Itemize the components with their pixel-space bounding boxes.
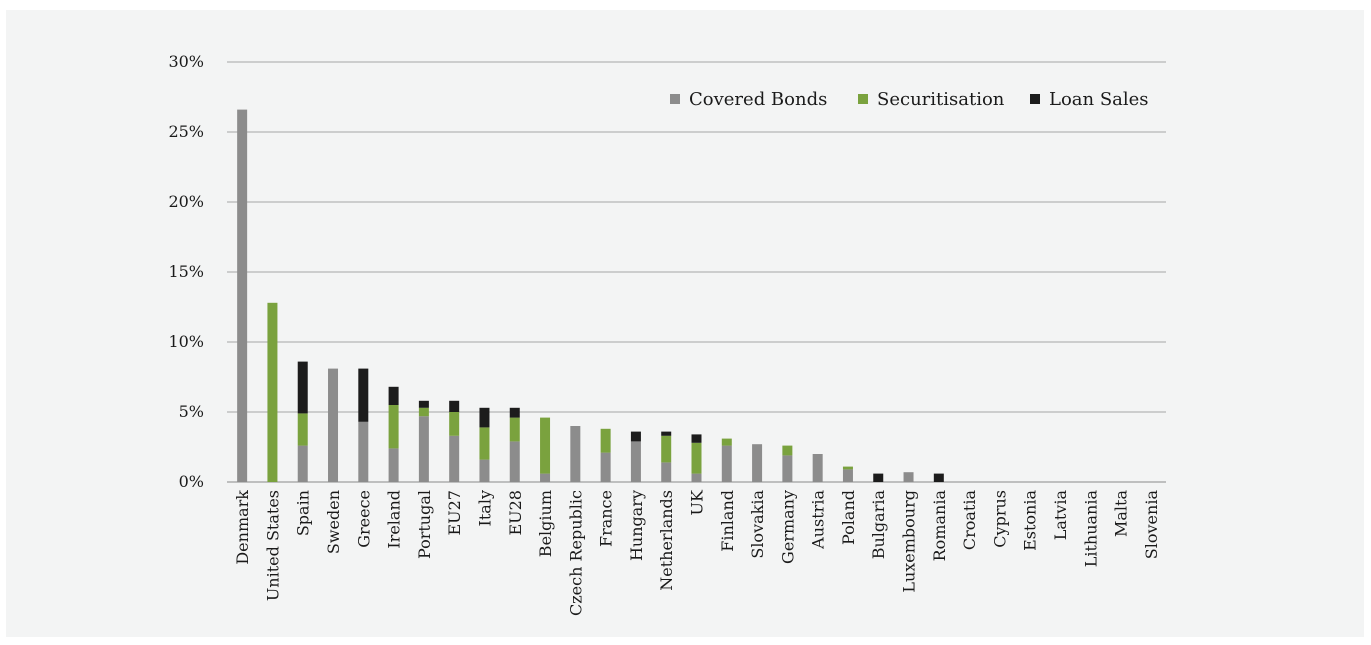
x-tick-label: EU28 <box>506 490 525 536</box>
x-tick-label: Malta <box>1112 490 1131 537</box>
bar-covered-bonds <box>418 416 429 482</box>
y-tick-label: 5% <box>179 402 204 421</box>
bar-securitisation <box>267 302 278 482</box>
bar-covered-bonds <box>630 441 641 482</box>
bar-covered-bonds <box>358 421 369 482</box>
x-tick-label: Czech Republic <box>566 490 585 616</box>
x-tick-label: Poland <box>839 490 858 545</box>
x-tick-label: Ireland <box>385 490 404 549</box>
x-tick-label: Luxembourg <box>900 490 919 593</box>
bar-covered-bonds <box>903 472 914 482</box>
x-tick-label: Italy <box>475 490 494 526</box>
x-tick-label: United States <box>263 490 282 601</box>
bar-covered-bonds <box>540 473 551 482</box>
x-tick-label: France <box>597 490 616 547</box>
bar-loan-sales <box>358 368 369 422</box>
x-tick-label: Germany <box>778 490 797 564</box>
bar-covered-bonds <box>479 459 490 482</box>
x-tick-label: Austria <box>809 490 828 550</box>
bar-covered-bonds <box>237 109 248 482</box>
bar-securitisation <box>782 445 793 456</box>
x-tick-label: Spain <box>294 490 313 536</box>
bar-securitisation <box>540 417 551 474</box>
y-tick-label: 30% <box>168 52 204 71</box>
bar-covered-bonds <box>721 445 732 482</box>
bar-covered-bonds <box>842 469 853 482</box>
x-tick-label: Estonia <box>1021 490 1040 551</box>
bar-securitisation <box>297 413 308 446</box>
x-tick-label: Latvia <box>1051 490 1070 541</box>
x-tick-label: Bulgaria <box>869 490 888 560</box>
x-tick-label: EU27 <box>445 490 464 536</box>
bar-loan-sales <box>661 431 672 436</box>
x-tick-label: Denmark <box>233 490 252 565</box>
y-tick-label: 10% <box>168 332 204 351</box>
x-tick-label: Romania <box>930 490 949 562</box>
x-tick-label: Sweden <box>324 490 343 554</box>
bar-covered-bonds <box>752 444 763 482</box>
bar-securitisation <box>418 407 429 417</box>
bar-securitisation <box>600 428 611 453</box>
x-tick-label: Slovenia <box>1142 490 1161 560</box>
bar-securitisation <box>842 466 853 470</box>
bar-loan-sales <box>388 386 399 405</box>
x-tick-label: Slovakia <box>748 490 767 559</box>
x-tick-label: Cyprus <box>990 490 1009 548</box>
x-tick-label: Finland <box>718 490 737 552</box>
bar-securitisation <box>479 427 490 460</box>
y-tick-label: 15% <box>168 262 204 281</box>
y-tick-label: 20% <box>168 192 204 211</box>
bar-covered-bonds <box>661 462 672 482</box>
bar-loan-sales <box>630 431 641 442</box>
bar-covered-bonds <box>691 473 702 482</box>
y-tick-label: 25% <box>168 122 204 141</box>
legend-swatch <box>858 94 868 104</box>
chart-panel: 0% 5% 10% 15% 20% 25% 30% Denmark United States S… <box>6 10 1364 637</box>
legend-label: Loan Sales <box>1049 89 1149 110</box>
bar-securitisation <box>509 417 520 442</box>
bar-loan-sales <box>691 434 702 443</box>
bar-securitisation <box>449 412 460 436</box>
legend-label: Covered Bonds <box>689 89 827 110</box>
bar-loan-sales <box>297 361 308 414</box>
legend-swatch <box>670 94 680 104</box>
x-tick-label: UK <box>688 489 707 515</box>
x-tick-label: Greece <box>354 490 373 548</box>
legend-swatch <box>1030 94 1040 104</box>
x-tick-label: Belgium <box>536 490 555 557</box>
bar-covered-bonds <box>449 435 460 482</box>
bar-covered-bonds <box>812 454 823 482</box>
bar-loan-sales <box>933 473 944 482</box>
bar-securitisation <box>691 442 702 474</box>
stacked-bar-chart: 0% 5% 10% 15% 20% 25% 30% Denmark United States S… <box>168 52 1166 616</box>
bar-loan-sales <box>509 407 520 418</box>
bar-covered-bonds <box>328 368 339 482</box>
bar-securitisation <box>388 405 399 449</box>
bar-covered-bonds <box>600 452 611 482</box>
y-tick-label: 0% <box>179 472 204 491</box>
bar-securitisation <box>661 435 672 463</box>
legend-label: Securitisation <box>877 89 1005 110</box>
bar-loan-sales <box>479 407 490 428</box>
bar-covered-bonds <box>782 455 793 482</box>
bar-covered-bonds <box>297 445 308 482</box>
x-tick-label: Portugal <box>415 490 434 559</box>
x-tick-label: Hungary <box>627 490 646 561</box>
x-tick-label: Lithuania <box>1081 490 1100 568</box>
x-tick-label: Netherlands <box>657 490 676 591</box>
bar-loan-sales <box>873 473 884 482</box>
bar-covered-bonds <box>509 441 520 482</box>
bar-covered-bonds <box>388 448 399 482</box>
x-tick-label: Croatia <box>960 490 979 551</box>
bar-loan-sales <box>449 400 460 412</box>
bar-covered-bonds <box>570 426 581 482</box>
bar-securitisation <box>721 438 732 446</box>
bar-loan-sales <box>418 400 429 408</box>
